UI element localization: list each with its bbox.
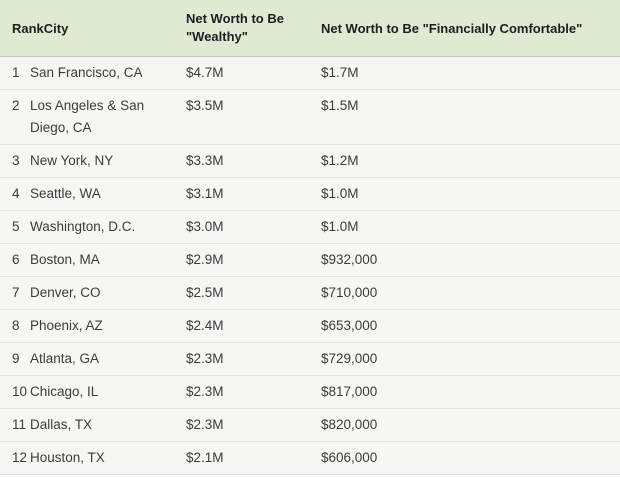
wealthy-cell: $2.4M [186,318,224,333]
comfortable-cell: $653,000 [321,318,378,333]
rank-cell: 9 [12,351,20,366]
wealthy-cell: $3.0M [186,219,224,234]
city-cell: Phoenix, AZ [30,318,103,333]
comfortable-cell: $710,000 [321,285,378,300]
column-header-wealthy: Net Worth to Be "Wealthy" [186,11,284,44]
comfortable-cell: $1.5M [321,98,359,113]
wealthy-cell: $3.5M [186,98,224,113]
wealthy-cell: $2.9M [186,252,224,267]
table-row: 1 San Francisco, CA $4.7M $1.7M [0,57,620,90]
rank-cell: 3 [12,153,20,168]
table-header: RankCity Net Worth to Be "Wealthy" Net W… [0,0,620,57]
city-cell: Dallas, TX [30,417,93,432]
city-cell: Seattle, WA [30,186,101,201]
wealthy-cell: $2.3M [186,417,224,432]
wealthy-cell: $2.5M [186,285,224,300]
table-row: 7 Denver, CO $2.5M $710,000 [0,277,620,310]
table-row: 6 Boston, MA $2.9M $932,000 [0,244,620,277]
rank-cell: 8 [12,318,20,333]
column-header-rank: Rank [12,20,44,36]
column-header-comfortable: Net Worth to Be "Financially Comfortable… [321,20,583,36]
city-cell: Boston, MA [30,252,100,267]
wealthy-cell: $2.3M [186,384,224,399]
comfortable-cell: $817,000 [321,384,378,399]
city-cell: Los Angeles & San Diego, CA [30,98,145,135]
table-row: 11 Dallas, TX $2.3M $820,000 [0,409,620,442]
comfortable-cell: $820,000 [321,417,378,432]
rank-cell: 11 [12,417,27,432]
table-row: 10 Chicago, IL $2.3M $817,000 [0,376,620,409]
comfortable-cell: $1.2M [321,153,359,168]
table-row: 4 Seattle, WA $3.1M $1.0M [0,178,620,211]
comfortable-cell: $932,000 [321,252,378,267]
table-row: 2 Los Angeles & San Diego, CA $3.5M $1.5… [0,90,620,145]
wealthy-cell: $3.3M [186,153,224,168]
column-header-rank-city: RankCity [0,21,186,36]
rank-cell: 5 [12,219,20,234]
wealthy-cell: $2.3M [186,351,224,366]
rank-cell: 4 [12,186,20,201]
wealthy-cell: $2.1M [186,450,224,465]
rank-cell: 10 [12,384,28,399]
city-cell: New York, NY [30,153,114,168]
city-cell: Denver, CO [30,285,101,300]
rank-cell: 12 [12,450,28,465]
rank-cell: 1 [12,65,20,80]
wealthy-cell: $3.1M [186,186,224,201]
comfortable-cell: $729,000 [321,351,378,366]
rank-cell: 6 [12,252,20,267]
comfortable-cell: $1.7M [321,65,359,80]
comfortable-cell: $1.0M [321,186,359,201]
city-cell: Atlanta, GA [30,351,100,366]
city-cell: Washington, D.C. [30,219,136,234]
table-row: 12 Houston, TX $2.1M $606,000 [0,442,620,475]
city-cell: Houston, TX [30,450,105,465]
column-header-city: City [43,20,69,36]
city-cell: San Francisco, CA [30,65,143,80]
rank-cell: 7 [12,285,20,300]
wealthy-cell: $4.7M [186,65,224,80]
comfortable-cell: $1.0M [321,219,359,234]
comfortable-cell: $606,000 [321,450,378,465]
table-row: 9 Atlanta, GA $2.3M $729,000 [0,343,620,376]
table-body: 1 San Francisco, CA $4.7M $1.7M 2 Los An… [0,57,620,475]
table-row: 5 Washington, D.C. $3.0M $1.0M [0,211,620,244]
table-row: 3 New York, NY $3.3M $1.2M [0,145,620,178]
city-cell: Chicago, IL [30,384,99,399]
rank-cell: 2 [12,98,20,113]
table-row: 8 Phoenix, AZ $2.4M $653,000 [0,310,620,343]
